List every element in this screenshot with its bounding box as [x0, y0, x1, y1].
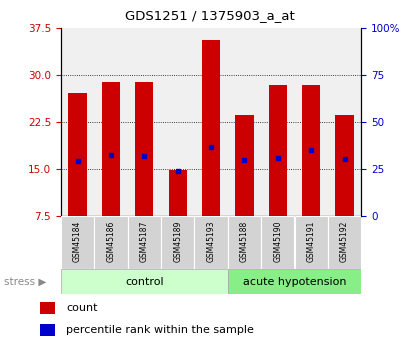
- Bar: [261, 216, 294, 268]
- Bar: [40, 324, 55, 336]
- Bar: [61, 216, 94, 268]
- Text: GSM45193: GSM45193: [207, 220, 215, 262]
- Bar: [40, 302, 55, 314]
- Text: GSM45188: GSM45188: [240, 221, 249, 262]
- Bar: [161, 216, 194, 268]
- Bar: [202, 40, 220, 216]
- Text: GSM45187: GSM45187: [140, 220, 149, 262]
- Text: GSM45189: GSM45189: [173, 220, 182, 262]
- Bar: [335, 115, 354, 216]
- Bar: [269, 85, 287, 216]
- Bar: [294, 216, 328, 268]
- Text: GSM45191: GSM45191: [307, 220, 316, 262]
- Text: acute hypotension: acute hypotension: [243, 277, 346, 286]
- Text: GSM45192: GSM45192: [340, 220, 349, 262]
- Text: percentile rank within the sample: percentile rank within the sample: [66, 325, 254, 335]
- Bar: [168, 170, 187, 216]
- Bar: [94, 216, 128, 268]
- Text: GSM45184: GSM45184: [73, 220, 82, 262]
- Bar: [61, 269, 228, 294]
- Bar: [68, 93, 87, 216]
- Bar: [128, 216, 161, 268]
- Text: stress ▶: stress ▶: [4, 277, 47, 286]
- Bar: [102, 82, 120, 216]
- Text: GSM45186: GSM45186: [106, 220, 116, 262]
- Text: GSM45190: GSM45190: [273, 220, 282, 262]
- Text: control: control: [125, 277, 164, 286]
- Bar: [194, 216, 228, 268]
- Text: GDS1251 / 1375903_a_at: GDS1251 / 1375903_a_at: [125, 9, 295, 22]
- Bar: [235, 115, 254, 216]
- Bar: [328, 216, 361, 268]
- Bar: [135, 82, 153, 216]
- Bar: [228, 269, 361, 294]
- Bar: [228, 216, 261, 268]
- Text: count: count: [66, 303, 98, 313]
- Bar: [302, 85, 320, 216]
